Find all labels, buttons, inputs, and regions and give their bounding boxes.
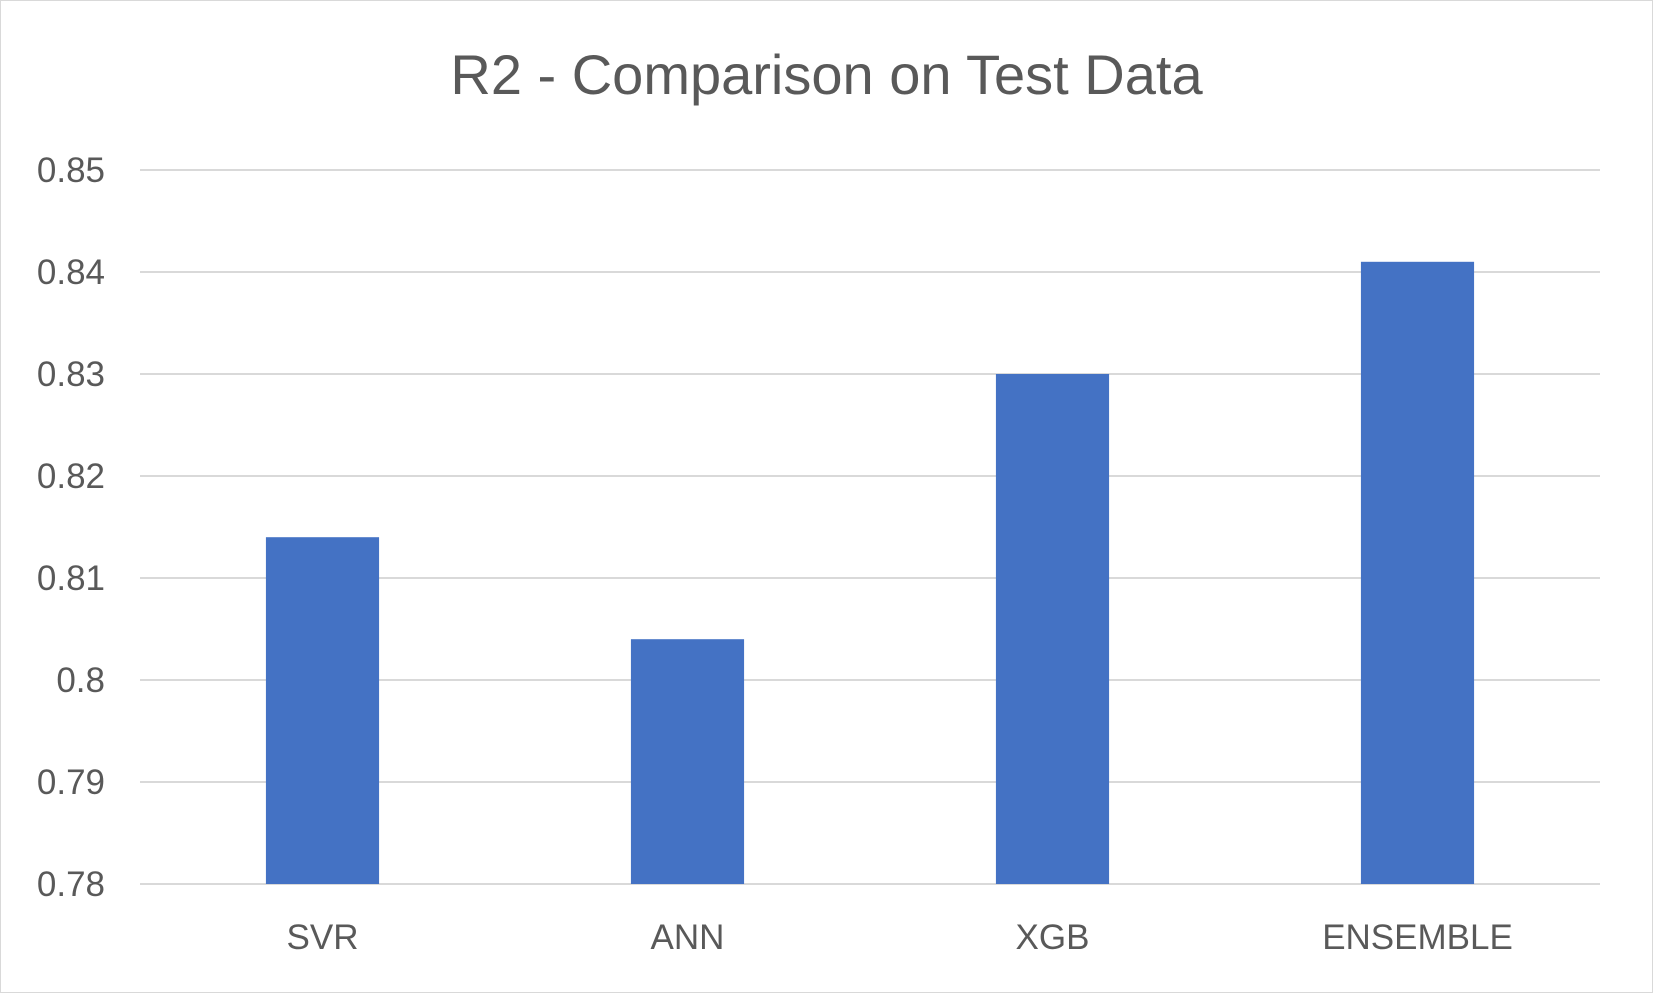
y-tick-label: 0.79 (37, 763, 105, 802)
chart-title: R2 - Comparison on Test Data (450, 43, 1203, 106)
y-tick-label: 0.85 (37, 151, 105, 190)
y-tick-label: 0.83 (37, 355, 105, 394)
y-tick-label: 0.84 (37, 253, 105, 292)
gridlines (140, 169, 1600, 885)
bars (265, 261, 1475, 884)
y-tick-label: 0.81 (37, 559, 105, 598)
bar-xgb (995, 374, 1110, 884)
y-tick-label: 0.82 (37, 457, 105, 496)
bar-svr (265, 537, 380, 884)
bar-ensemble (1360, 261, 1475, 884)
y-tick-label: 0.8 (56, 661, 105, 700)
x-category-label: SVR (287, 918, 359, 957)
x-category-label: ANN (651, 918, 725, 957)
x-category-label: XGB (1016, 918, 1090, 957)
y-tick-label: 0.78 (37, 865, 105, 904)
x-axis-category-labels: SVR ANN XGB ENSEMBLE (287, 918, 1513, 957)
bar-ann (630, 639, 745, 884)
x-category-label: ENSEMBLE (1322, 918, 1513, 957)
y-axis-tick-labels: 0.78 0.79 0.8 0.81 0.82 0.83 0.84 0.85 (37, 151, 105, 904)
